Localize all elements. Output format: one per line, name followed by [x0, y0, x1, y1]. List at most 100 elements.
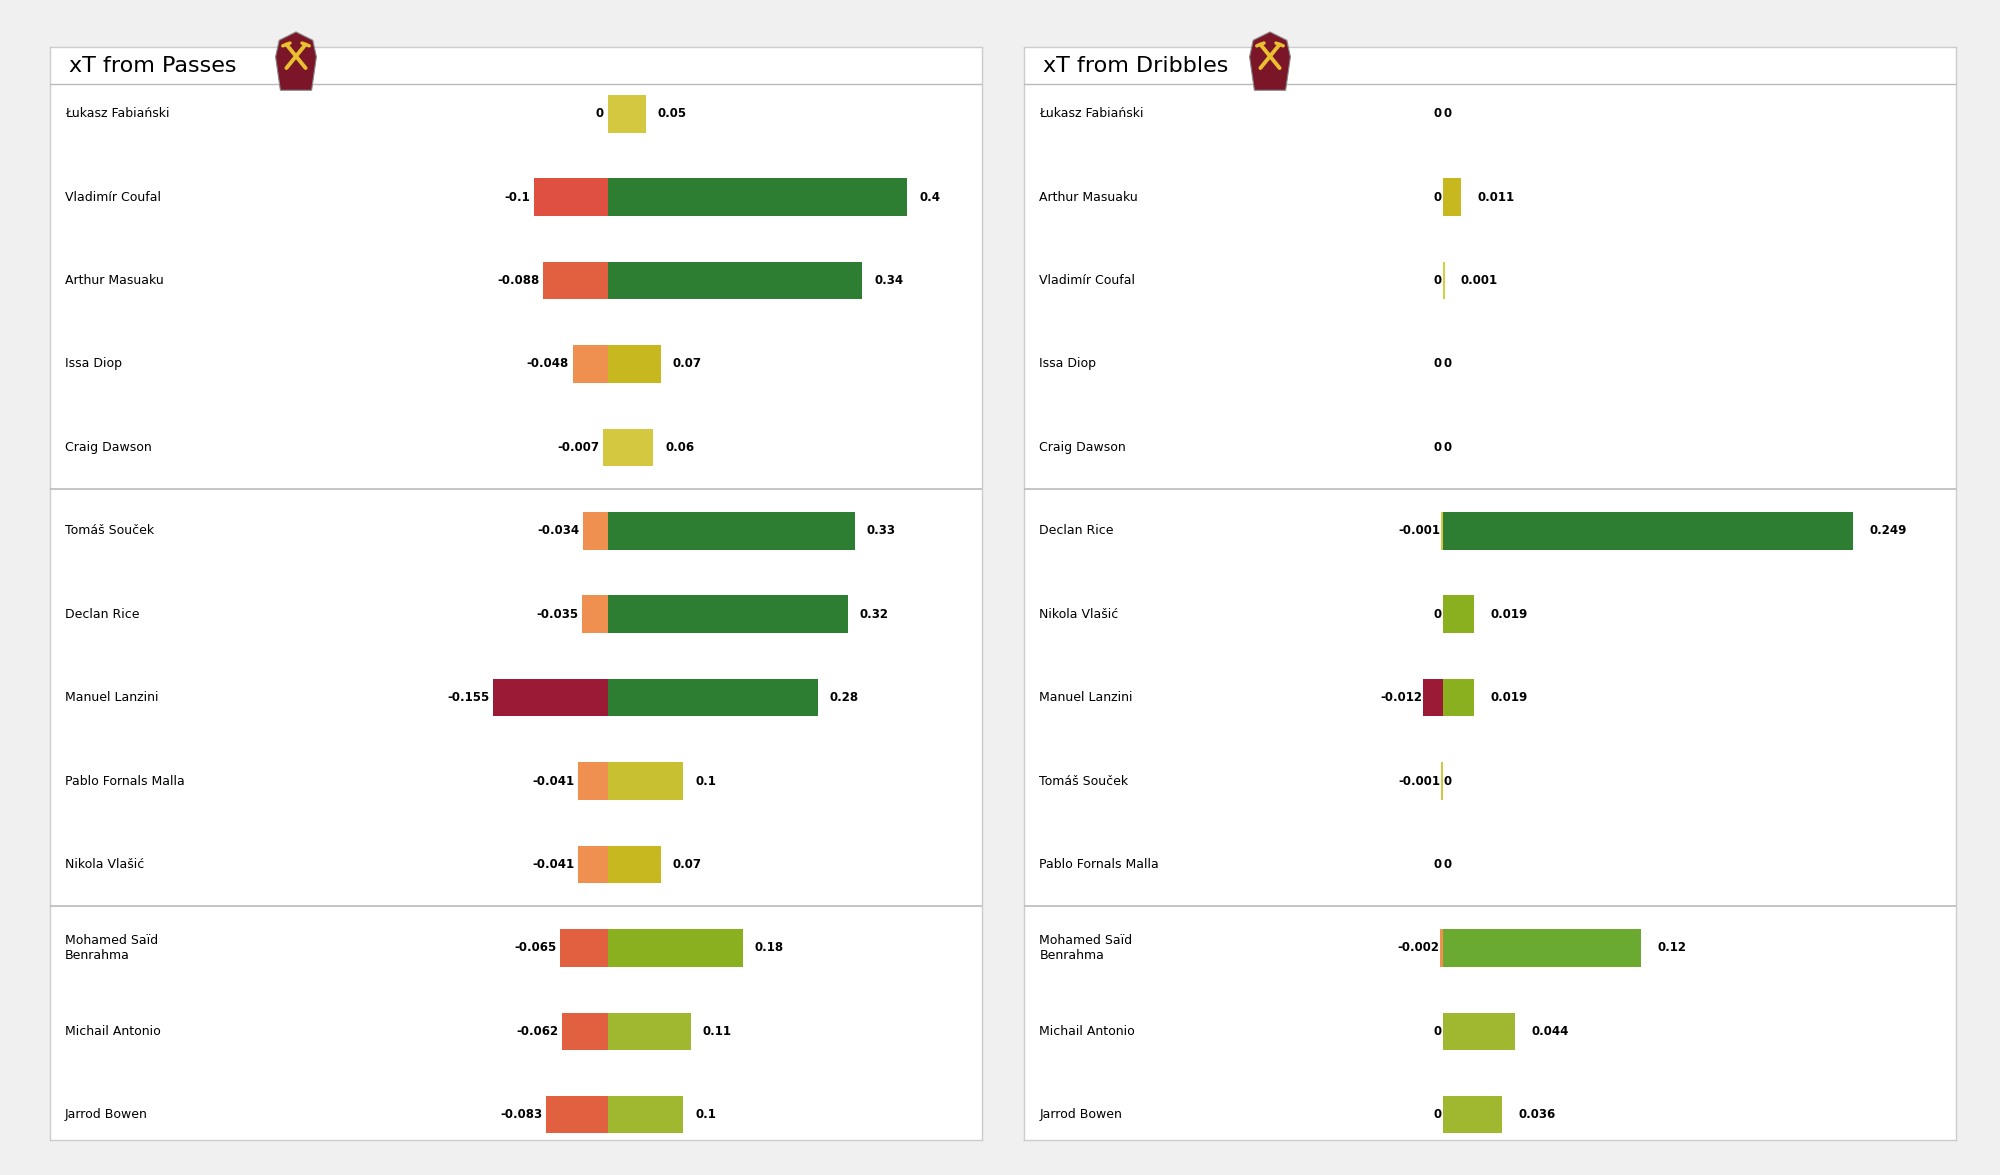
Text: 0: 0: [1434, 441, 1442, 454]
Text: Jarrod Bowen: Jarrod Bowen: [1040, 1108, 1122, 1121]
Bar: [608, 1013, 690, 1050]
Text: 0: 0: [1434, 1108, 1442, 1121]
Text: Tomáš Souček: Tomáš Souček: [1040, 774, 1128, 787]
Bar: [542, 262, 608, 300]
Text: Issa Diop: Issa Diop: [1040, 357, 1096, 370]
Text: 0.07: 0.07: [672, 858, 702, 871]
Text: 0: 0: [1434, 190, 1442, 203]
Text: 0: 0: [1444, 774, 1452, 787]
Text: Arthur Masuaku: Arthur Masuaku: [64, 274, 164, 287]
Text: Tomáš Souček: Tomáš Souček: [64, 524, 154, 537]
Text: Manuel Lanzini: Manuel Lanzini: [64, 691, 158, 704]
Bar: [608, 429, 654, 466]
Text: -0.041: -0.041: [532, 858, 574, 871]
Text: 0: 0: [1444, 858, 1452, 871]
Bar: [562, 1013, 608, 1050]
Text: 0.06: 0.06: [666, 441, 694, 454]
Bar: [492, 679, 608, 717]
Bar: [560, 929, 608, 967]
Text: 0.044: 0.044: [1532, 1025, 1570, 1038]
Bar: [1442, 679, 1474, 717]
Bar: [608, 179, 908, 216]
Text: Vladimír Coufal: Vladimír Coufal: [1040, 274, 1136, 287]
Polygon shape: [1250, 32, 1290, 90]
Text: -0.062: -0.062: [516, 1025, 558, 1038]
Text: -0.001: -0.001: [1398, 774, 1440, 787]
Text: 0.34: 0.34: [874, 274, 904, 287]
Text: Declan Rice: Declan Rice: [1040, 524, 1114, 537]
Text: 0.05: 0.05: [658, 107, 686, 120]
Text: 0: 0: [1434, 858, 1442, 871]
Text: -0.012: -0.012: [1380, 691, 1422, 704]
Text: -0.007: -0.007: [558, 441, 600, 454]
Bar: [578, 763, 608, 800]
Text: Arthur Masuaku: Arthur Masuaku: [1040, 190, 1138, 203]
Bar: [534, 179, 608, 216]
Bar: [1442, 512, 1854, 550]
Bar: [582, 596, 608, 633]
Text: -0.001: -0.001: [1398, 524, 1440, 537]
Text: 0: 0: [1434, 107, 1442, 120]
Text: 0.33: 0.33: [866, 524, 896, 537]
Text: xT from Passes: xT from Passes: [68, 55, 236, 75]
Bar: [608, 679, 818, 717]
Text: Craig Dawson: Craig Dawson: [1040, 441, 1126, 454]
Text: Pablo Fornals Malla: Pablo Fornals Malla: [1040, 858, 1160, 871]
Text: -0.065: -0.065: [514, 941, 556, 954]
Bar: [608, 95, 646, 133]
Text: 0: 0: [1434, 357, 1442, 370]
Text: 0.019: 0.019: [1490, 691, 1528, 704]
Text: -0.035: -0.035: [536, 607, 578, 620]
Bar: [1440, 929, 1442, 967]
Text: 0.07: 0.07: [672, 357, 702, 370]
Text: 0.4: 0.4: [920, 190, 940, 203]
Text: Pablo Fornals Malla: Pablo Fornals Malla: [64, 774, 184, 787]
Polygon shape: [276, 32, 316, 90]
Text: 0: 0: [1434, 607, 1442, 620]
Text: Declan Rice: Declan Rice: [64, 607, 140, 620]
Text: -0.048: -0.048: [526, 357, 570, 370]
Text: 0.019: 0.019: [1490, 607, 1528, 620]
Text: 0: 0: [1444, 357, 1452, 370]
Bar: [1442, 1096, 1502, 1134]
Text: Nikola Vlašić: Nikola Vlašić: [64, 858, 144, 871]
Text: 0: 0: [596, 107, 604, 120]
Text: Michail Antonio: Michail Antonio: [64, 1025, 160, 1038]
Text: -0.155: -0.155: [446, 691, 490, 704]
Text: Mohamed Saïd
Benrahma: Mohamed Saïd Benrahma: [1040, 934, 1132, 962]
Text: 0.001: 0.001: [1460, 274, 1498, 287]
Bar: [1442, 1013, 1516, 1050]
Text: Mohamed Saïd
Benrahma: Mohamed Saïd Benrahma: [64, 934, 158, 962]
Text: -0.002: -0.002: [1398, 941, 1440, 954]
Text: 0: 0: [1444, 441, 1452, 454]
Bar: [1424, 679, 1442, 717]
Text: Michail Antonio: Michail Antonio: [1040, 1025, 1136, 1038]
Bar: [608, 1096, 684, 1134]
Text: 0.28: 0.28: [830, 691, 858, 704]
Text: -0.088: -0.088: [496, 274, 540, 287]
Text: -0.1: -0.1: [504, 190, 530, 203]
Text: Jarrod Bowen: Jarrod Bowen: [64, 1108, 148, 1121]
Bar: [608, 512, 854, 550]
Text: 0: 0: [1444, 107, 1452, 120]
Text: xT from Dribbles: xT from Dribbles: [1042, 55, 1228, 75]
Text: 0.32: 0.32: [860, 607, 888, 620]
Text: Łukasz Fabiański: Łukasz Fabiański: [64, 107, 170, 120]
Text: -0.041: -0.041: [532, 774, 574, 787]
Text: 0.011: 0.011: [1478, 190, 1514, 203]
Bar: [608, 345, 660, 383]
Bar: [578, 846, 608, 884]
Bar: [608, 262, 862, 300]
Bar: [608, 929, 742, 967]
Text: -0.034: -0.034: [538, 524, 580, 537]
Text: Craig Dawson: Craig Dawson: [64, 441, 152, 454]
Text: 0.249: 0.249: [1870, 524, 1908, 537]
Bar: [584, 512, 608, 550]
Text: -0.083: -0.083: [500, 1108, 542, 1121]
Bar: [546, 1096, 608, 1134]
Text: 0.1: 0.1: [696, 1108, 716, 1121]
Text: Manuel Lanzini: Manuel Lanzini: [1040, 691, 1132, 704]
Text: Vladimír Coufal: Vladimír Coufal: [64, 190, 160, 203]
Text: 0: 0: [1434, 1025, 1442, 1038]
Bar: [572, 345, 608, 383]
